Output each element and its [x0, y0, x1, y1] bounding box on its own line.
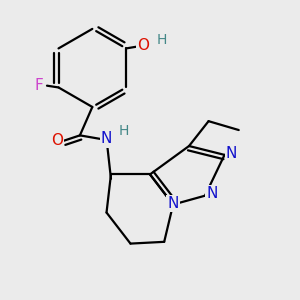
Text: N: N [101, 131, 112, 146]
Text: H: H [156, 32, 167, 46]
Text: N: N [226, 146, 237, 160]
Text: F: F [34, 78, 43, 93]
Text: H: H [119, 124, 130, 138]
Text: N: N [167, 196, 179, 211]
Text: N: N [206, 186, 218, 201]
Text: O: O [137, 38, 149, 53]
Text: O: O [51, 133, 63, 148]
